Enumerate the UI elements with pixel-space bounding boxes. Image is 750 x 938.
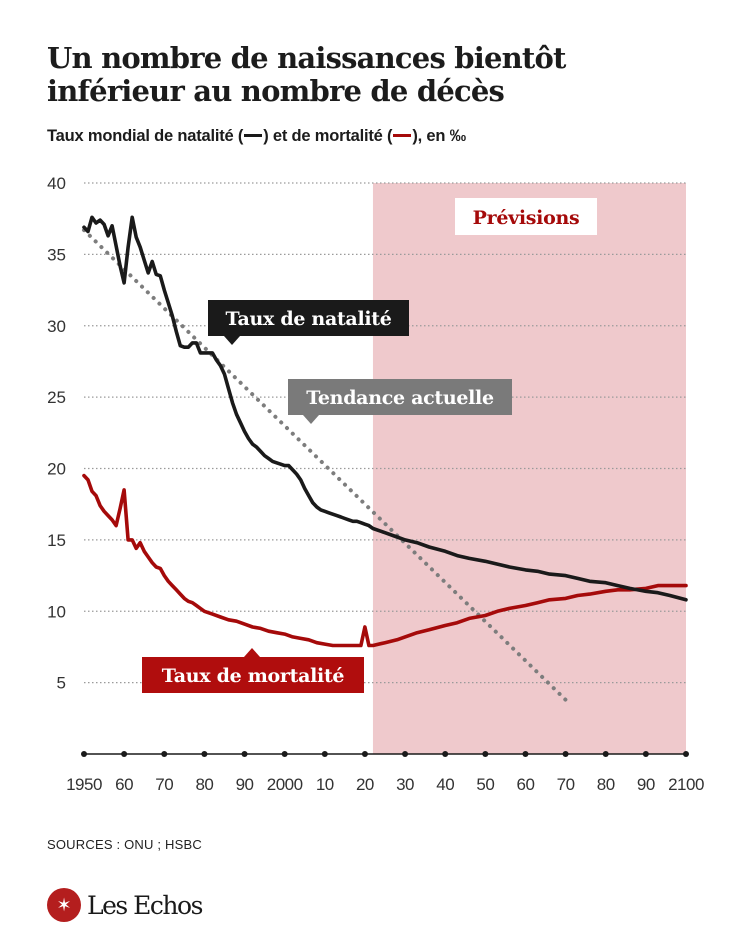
y-axis-labels: 5 10 15 20 25 30 35 40 xyxy=(47,174,66,693)
x-tick-label-2100: 2100 xyxy=(668,775,704,794)
birth-rate-label-box xyxy=(208,300,409,336)
x-tick-label-1980: 80 xyxy=(195,775,213,794)
x-tick-dot-1950 xyxy=(81,751,87,757)
forecast-label-box xyxy=(455,198,597,235)
title-line-2: inférieur au nombre de décès xyxy=(47,74,505,108)
x-tick-label-2060: 60 xyxy=(517,775,535,794)
death-rate-label-box xyxy=(142,657,364,693)
subtitle-text-3: ), en ‰ xyxy=(412,127,466,145)
birth-rate-label-pointer xyxy=(224,336,240,345)
annotation-layer: Taux de natalité Tendance actuelle Taux de… xyxy=(142,198,597,693)
birth-rate-line xyxy=(82,215,688,602)
x-tick-label-2090: 90 xyxy=(637,775,655,794)
death-rate-label: Taux de mortalité xyxy=(142,648,364,693)
title-line-1: Un nombre de naissances bientôt xyxy=(47,41,566,75)
x-tick-dot-2010 xyxy=(321,751,328,757)
death-legend-swatch xyxy=(393,134,412,138)
series-layer xyxy=(82,215,688,702)
subtitle-text-1: Taux mondial de natalité ( xyxy=(47,127,244,145)
x-tick-dot-1990 xyxy=(241,751,248,757)
birth-rate-label-text: Taux de natalité xyxy=(225,308,391,330)
y-tick-label-30: 30 xyxy=(47,317,66,336)
x-tick-label-2070: 70 xyxy=(557,775,575,794)
source-note: SOURCES : ONU ; HSBC xyxy=(47,837,202,852)
trend-label-text: Tendance actuelle xyxy=(306,387,494,409)
x-tick-label-1990: 90 xyxy=(236,775,254,794)
birth-rate-label: Taux de natalité xyxy=(208,300,409,345)
death-rate-label-text: Taux de mortalité xyxy=(162,665,345,687)
y-tick-label-15: 15 xyxy=(47,531,66,550)
x-tick-dot-1980 xyxy=(201,751,208,757)
y-tick-label-40: 40 xyxy=(47,174,66,193)
x-tick-label-2040: 40 xyxy=(436,775,454,794)
death-rate-label-pointer xyxy=(244,648,260,657)
x-tick-label-2010: 10 xyxy=(316,775,334,794)
x-tick-dot-2070 xyxy=(562,751,569,757)
x-tick-dot-2050 xyxy=(482,751,489,757)
x-tick-dot-1970 xyxy=(161,751,168,757)
x-tick-dot-2030 xyxy=(402,751,409,757)
x-axis: 1950 60 70 80 90 2000 10 20 30 40 50 60 70 80 90 2100 xyxy=(66,751,704,794)
x-tick-dot-1960 xyxy=(121,751,128,757)
x-tick-dot-2000 xyxy=(281,751,288,757)
logo-text: Les Echos xyxy=(87,890,203,920)
forecast-label-text: Prévisions xyxy=(473,207,580,229)
y-tick-label-35: 35 xyxy=(47,245,66,264)
y-tick-label-5: 5 xyxy=(57,674,66,693)
trend-line xyxy=(82,228,568,702)
x-tick-label-1960: 60 xyxy=(115,775,133,794)
x-tick-dot-2040 xyxy=(442,751,449,757)
y-tick-label-25: 25 xyxy=(47,388,66,407)
x-tick-dot-2100 xyxy=(683,751,689,757)
x-tick-label-2030: 30 xyxy=(396,775,414,794)
trend-label: Tendance actuelle xyxy=(288,379,512,424)
chart-subtitle: Taux mondial de natalité ( ) et de mortal… xyxy=(47,127,466,146)
birth-legend-swatch xyxy=(244,134,263,138)
y-tick-label-10: 10 xyxy=(47,602,66,621)
x-tick-dot-2020 xyxy=(361,751,368,757)
trend-label-box xyxy=(288,379,512,415)
death-rate-line xyxy=(82,473,688,648)
les-echos-logo[interactable]: ✶ Les Echos xyxy=(47,888,203,922)
x-tick-label-2020: 20 xyxy=(356,775,374,794)
x-tick-label-1970: 70 xyxy=(155,775,173,794)
x-tick-label-2000: 2000 xyxy=(267,775,303,794)
x-tick-dot-2060 xyxy=(522,751,529,757)
x-tick-label-1950: 1950 xyxy=(66,775,102,794)
x-tick-label-2050: 50 xyxy=(476,775,494,794)
subtitle-text-2: ) et de mortalité ( xyxy=(263,127,393,145)
x-tick-dot-2090 xyxy=(642,751,649,757)
y-tick-label-20: 20 xyxy=(47,460,66,479)
les-echos-emblem-icon: ✶ xyxy=(47,888,81,922)
x-tick-label-2080: 80 xyxy=(597,775,615,794)
trend-label-pointer xyxy=(303,415,319,424)
x-tick-dot-2080 xyxy=(602,751,609,757)
forecast-label: Prévisions xyxy=(455,198,597,235)
chart-title: Un nombre de naissances bientôt inférieu… xyxy=(47,42,727,108)
